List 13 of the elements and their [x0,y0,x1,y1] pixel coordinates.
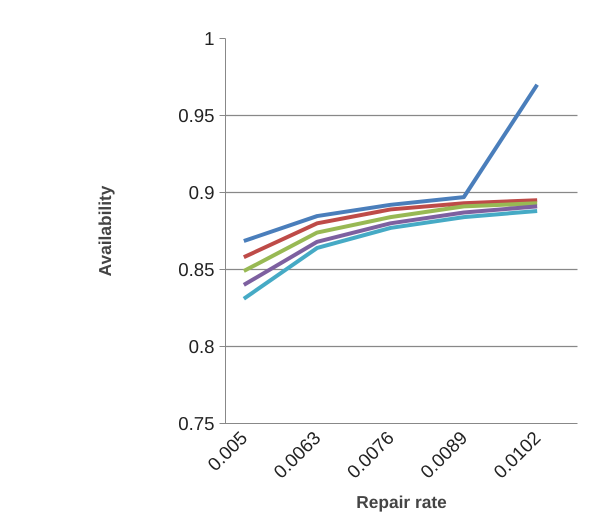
y-tick-label: 0.9 [188,182,215,203]
line-series [242,204,540,287]
y-axis-title: Availability [95,185,116,276]
y-tick-label: 0.75 [178,413,214,434]
line-series [242,198,540,260]
y-tick-label: 0.8 [188,336,215,357]
line-series [242,82,540,244]
y-tick-label: 1 [204,28,215,49]
line-series [242,208,540,301]
line-series [242,201,540,274]
y-tick-label: 0.95 [178,105,214,126]
x-axis-title: Repair rate [356,492,448,512]
y-tick-label: 0.85 [178,259,214,280]
